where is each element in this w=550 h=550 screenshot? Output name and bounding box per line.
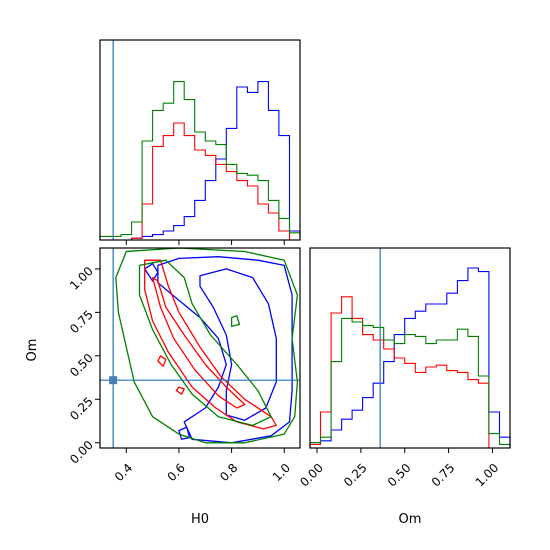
contour-green-3	[230, 315, 241, 327]
h0-histogram-green	[99, 81, 301, 240]
om-histogram-blue	[309, 267, 511, 448]
h0-histogram-panel	[99, 39, 301, 245]
om-histogram-red	[309, 296, 510, 449]
om-histogram-green	[309, 317, 511, 448]
truth-marker	[109, 376, 118, 385]
om-histogram-panel: 0.00 0.25 0.50 0.75 1.00	[297, 247, 511, 489]
contour-blue-2	[199, 268, 277, 421]
contour-red-2	[151, 276, 246, 409]
y-axis-label-om: Om	[25, 339, 40, 362]
contour-red-4	[175, 386, 185, 395]
contour-red-3	[157, 355, 167, 367]
x-axis-label-h0: H0	[191, 512, 209, 527]
contour-frame	[99, 247, 301, 449]
om-histogram-background	[310, 248, 510, 448]
om-histogram-frame	[309, 247, 511, 449]
h0-histogram-frame	[99, 39, 301, 241]
contour-green-2	[138, 259, 272, 427]
contour-blue-3	[144, 263, 159, 282]
contour-red-1	[144, 259, 277, 430]
contour-green-1	[115, 248, 299, 444]
x-axis-label-om: Om	[399, 512, 422, 527]
h0-histogram-background	[100, 40, 300, 240]
